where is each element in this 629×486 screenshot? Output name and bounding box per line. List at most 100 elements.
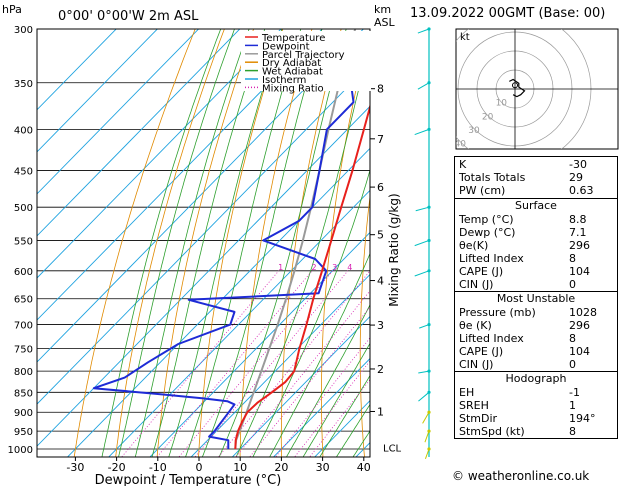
isotherm-line	[37, 105, 370, 447]
dry-adiabat-line	[320, 29, 370, 457]
mixing-ratio-line	[156, 270, 313, 457]
surface-row: θe(K) 296	[455, 239, 617, 252]
isotherm-line	[272, 357, 370, 457]
hodograph-ring-label: 40	[455, 140, 467, 150]
wind-point	[427, 238, 431, 243]
dry-adiabat-line	[115, 29, 225, 457]
surface-row: CIN (J) 0	[455, 278, 617, 291]
pressure-tick-label: 900	[14, 408, 33, 419]
wet-adiabat-line	[235, 42, 370, 457]
index-label: PW (cm)	[459, 184, 506, 197]
wind-barb	[414, 239, 430, 247]
height-unit-km: km	[374, 3, 391, 16]
mixing-ratio-line	[249, 306, 370, 457]
mixing-ratio-axis-label: Mixing Ratio (g/kg)	[387, 193, 401, 306]
dry-adiabat-line	[280, 29, 342, 457]
dry-adiabat-line	[359, 192, 370, 457]
wind-barb	[417, 28, 430, 34]
x-tick-label: 0	[196, 461, 203, 474]
mu-label: θe (K)	[459, 319, 492, 332]
isotherm-line	[149, 231, 370, 457]
mixing-ratio-label: 20	[438, 263, 448, 272]
pressure-tick-label: 400	[14, 125, 33, 136]
wind-point	[427, 429, 431, 433]
legend-label: Wet Adiabat	[262, 67, 323, 78]
km-tick-label: 6	[377, 181, 384, 194]
surface-label: Lifted Index	[459, 252, 524, 265]
wet-adiabat-line	[285, 303, 370, 457]
indices-panel: K -30 Totals Totals 29 PW (cm) 0.63 Surface…	[454, 156, 618, 439]
x-tick-label: -30	[66, 461, 84, 474]
surface-value: 7.1	[569, 226, 587, 239]
wind-barb	[418, 391, 430, 402]
index-value: 0.63	[569, 184, 594, 197]
hodograph-table-box: Hodograph EH -1 SREH 1 StmDir 194° StmSpd (…	[454, 372, 618, 439]
wind-barb	[419, 324, 430, 329]
temperature-line	[234, 103, 370, 450]
hodo-row: EH -1	[455, 386, 617, 399]
lcl-label: LCL	[383, 443, 402, 454]
surface-value: 296	[569, 239, 590, 252]
mu-row: CAPE (J) 104	[455, 345, 617, 358]
hodograph-ring-label: 10	[496, 99, 508, 109]
mixing-ratio-line	[235, 290, 370, 457]
mu-label: Lifted Index	[459, 332, 524, 345]
x-tick-label: 40	[357, 461, 371, 474]
hodo-value: 1	[569, 399, 576, 412]
pressure-tick-label: 850	[14, 388, 33, 399]
surface-value: 8	[569, 252, 576, 265]
legend-label: Dry Adiabat	[262, 58, 321, 69]
most-unstable-title: Most Unstable	[496, 292, 576, 305]
index-row: K -30	[455, 158, 617, 171]
surface-box: Surface Temp (°C) 8.8 Dewp (°C) 7.1 θe(K) 2…	[454, 199, 618, 292]
surface-row: Temp (°C) 8.8	[455, 213, 617, 226]
km-tick-label: 1	[377, 405, 384, 418]
mu-value: 296	[569, 319, 590, 332]
mu-row: Lifted Index 8	[455, 332, 617, 345]
index-value: 29	[569, 171, 583, 184]
pressure-tick-label: 300	[14, 25, 33, 36]
mu-value: 1028	[569, 306, 597, 319]
hodograph-trace	[509, 78, 526, 98]
legend-label: Isotherm	[262, 75, 306, 86]
surface-value: 8.8	[569, 213, 587, 226]
pressure-tick-label: 800	[14, 367, 33, 378]
mixing-ratio-line	[121, 270, 280, 457]
wet-adiabat-line	[335, 403, 370, 457]
hodo-value: 194°	[569, 412, 596, 425]
pressure-tick-label: 950	[14, 427, 33, 438]
location-title: 0°00' 0°00'W 2m ASL	[58, 9, 199, 24]
surface-value: 0	[569, 278, 576, 291]
x-axis-label: Dewpoint / Temperature (°C)	[95, 473, 282, 486]
surface-row: CAPE (J) 104	[455, 265, 617, 278]
hodo-value: 8	[569, 425, 576, 438]
mixing-ratio-label: 2	[311, 263, 316, 272]
wet-adiabat-line	[118, 29, 235, 457]
isotherm-line	[108, 189, 370, 457]
wind-point	[427, 27, 431, 31]
isotherm-line	[190, 273, 370, 457]
surface-label: CAPE (J)	[459, 265, 504, 278]
km-tick-label: 7	[377, 133, 384, 146]
index-row: PW (cm) 0.63	[455, 184, 617, 197]
wet-adiabat-line	[168, 29, 283, 457]
x-tick-label: -10	[149, 461, 167, 474]
wind-barb	[414, 128, 430, 136]
hodo-row: StmDir 194°	[455, 412, 617, 425]
wind-point	[427, 127, 431, 131]
pressure-tick-label: 750	[14, 345, 33, 356]
km-tick-label: 4	[377, 275, 384, 288]
wind-point	[427, 410, 431, 414]
surface-row: Lifted Index 8	[455, 252, 617, 265]
wind-barb	[414, 270, 430, 277]
surface-title: Surface	[515, 199, 557, 212]
wet-adiabat-line	[319, 374, 370, 457]
x-tick-label: 20	[274, 461, 288, 474]
surface-value: 104	[569, 265, 590, 278]
surface-label: θe(K)	[459, 239, 489, 252]
wet-adiabat-line	[185, 29, 302, 457]
legend-label: Parcel Trajectory	[262, 50, 345, 61]
mu-label: Pressure (mb)	[459, 306, 536, 319]
